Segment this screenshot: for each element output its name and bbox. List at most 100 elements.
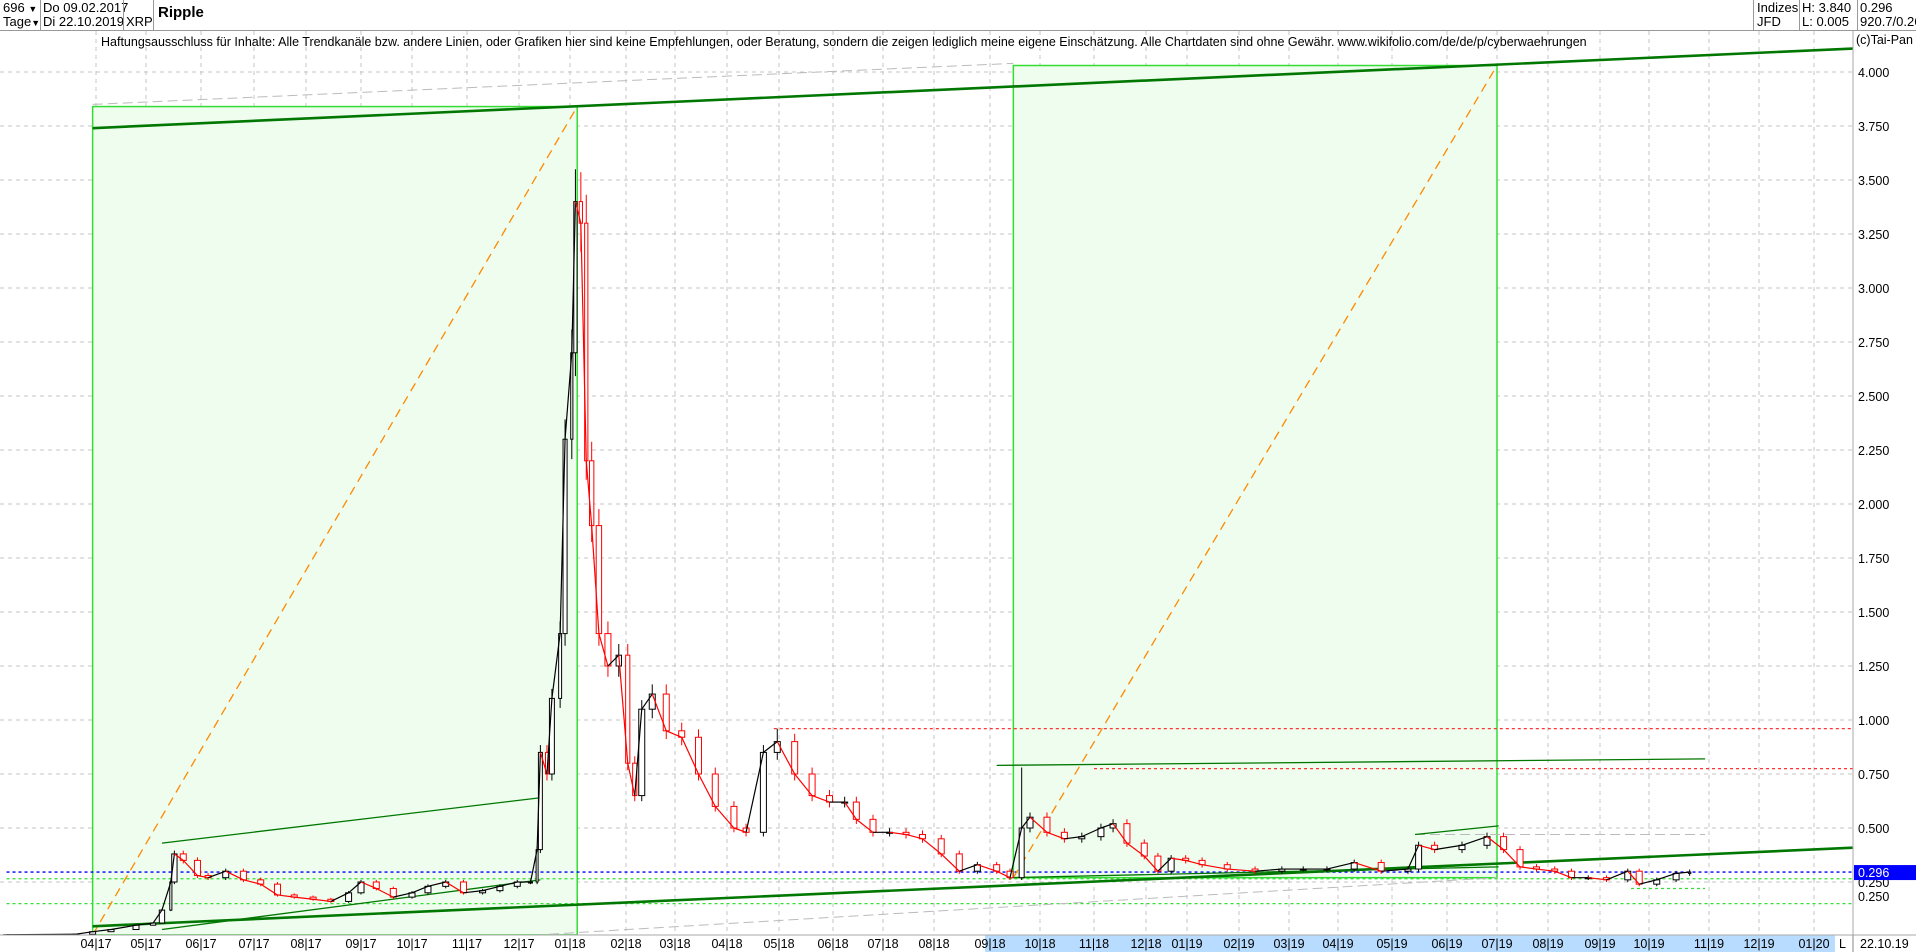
gray-dashed-line [92,62,1014,105]
price-segment [1100,823,1114,829]
x-tick-label: 03|18 [659,937,690,951]
price-segment [170,853,175,883]
trend-lines [92,47,1853,935]
x-tick-label: 12|18 [1130,937,1161,951]
price-segment [776,741,796,775]
price-segment [499,881,518,887]
price-segment [1064,836,1082,840]
price-segment [360,881,377,890]
candle-body [638,708,646,797]
price-segment [243,879,261,885]
start-date-field[interactable]: Do 09.02.2017 [43,0,129,15]
price-segment [564,352,573,440]
x-tick-label: 09|17 [345,937,376,951]
level-lines [6,727,1853,905]
price-segment [207,870,226,879]
y-tick-label: 3.000 [1858,282,1889,296]
price-segment [539,752,548,775]
candle-body [604,633,612,667]
price-segment [940,853,960,872]
candle-body [1431,844,1439,851]
x-tick-label: 01|18 [554,937,585,951]
price-segment [977,864,997,872]
x-tick-label: 12|19 [1743,937,1774,951]
x-tick-label: 07|19 [1481,937,1512,951]
thick-trend-line [92,846,1853,928]
price-segment [225,870,244,881]
x-tick-label: 02|19 [1223,937,1254,951]
last-value: 0.296 [1860,0,1893,15]
price-segment [411,885,429,894]
price-segment [697,773,716,807]
price-segment [1676,871,1690,874]
price-segment [260,883,278,896]
candle-body [1635,870,1643,885]
x-tick-label: 04|18 [711,937,742,951]
price-segment [1418,844,1435,851]
x-tick-label: 02|18 [610,937,641,951]
price-segment [794,773,813,796]
x-tick-label: 11|17 [452,937,482,951]
candle-body [548,697,555,775]
extra-value: 920.7/0.26 [1860,15,1916,29]
axis-end-marker: L [1839,937,1846,951]
y-tick-label: 2.000 [1858,498,1889,512]
price-segment [651,693,667,732]
price-segment [1554,870,1572,879]
price-segment [1588,877,1607,881]
y-tick-label: 3.250 [1858,228,1889,242]
diagonal-line [1012,65,1498,879]
y-tick-label: 3.750 [1858,120,1889,134]
price-segment [1606,870,1628,881]
price-segment [889,831,907,836]
y-tick-label: 2.500 [1858,390,1889,404]
x-tick-label: 10|19 [1633,937,1664,951]
x-tick-label: 05|17 [130,937,161,951]
source-index: Indizes [1757,0,1799,15]
y-tick-label: 1.000 [1858,714,1889,728]
thin-trend-line [1414,825,1499,836]
price-segment [330,892,349,902]
price-segment [1407,845,1420,870]
y-tick-label: 2.750 [1858,336,1889,350]
copyright-label: (c)Tai-Pan [1856,33,1913,47]
x-tick-label: 09|18 [974,937,1005,951]
x-tick-label: 10|18 [1024,937,1055,951]
price-segment [546,698,553,775]
price-segment [1461,836,1488,846]
bar-count-select[interactable]: 696 ▼ [3,1,37,16]
candle-body [589,460,595,527]
price-segment [598,633,609,667]
price-segment [618,655,629,764]
x-tick-label: 04|17 [80,937,111,951]
bar-count-value: 696 [3,0,25,15]
price-segment [482,885,501,892]
price-segment [92,928,112,933]
y-tick-label: 0.500 [1858,822,1889,836]
y-tick-label: 3.500 [1858,174,1889,188]
candle-body [562,438,568,635]
x-tick-label: 04|19 [1322,937,1353,951]
interval-select[interactable]: Tage▼ [3,15,40,30]
annotation-boxes [91,64,1498,935]
price-segment [294,896,314,900]
source-broker: JFD [1757,14,1781,29]
price-segment [745,752,764,833]
symbol-label: XRP [126,14,153,29]
last-price-marker [1854,865,1916,881]
price-segment [1434,844,1463,851]
gray-dashed-line [527,877,1498,935]
price-segment [666,730,682,738]
price-segment [1486,836,1504,851]
end-date-field[interactable]: Di 22.10.2019 [43,14,124,29]
price-segment [1656,872,1677,881]
thin-trend-line [161,797,541,844]
price-segment [681,737,700,775]
y-tick-label: 4.000 [1858,66,1889,80]
x-axis-last-date: 22.10.19 [1860,937,1909,951]
x-tick-label: 05|18 [763,937,794,951]
x-tick-label: 08|17 [290,937,321,951]
price-segment [627,763,636,796]
price-segment [1381,868,1409,872]
